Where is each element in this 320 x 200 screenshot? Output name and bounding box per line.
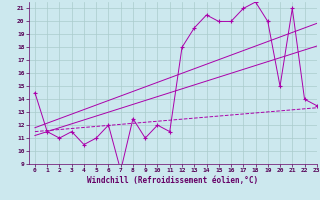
X-axis label: Windchill (Refroidissement éolien,°C): Windchill (Refroidissement éolien,°C)	[87, 176, 258, 185]
